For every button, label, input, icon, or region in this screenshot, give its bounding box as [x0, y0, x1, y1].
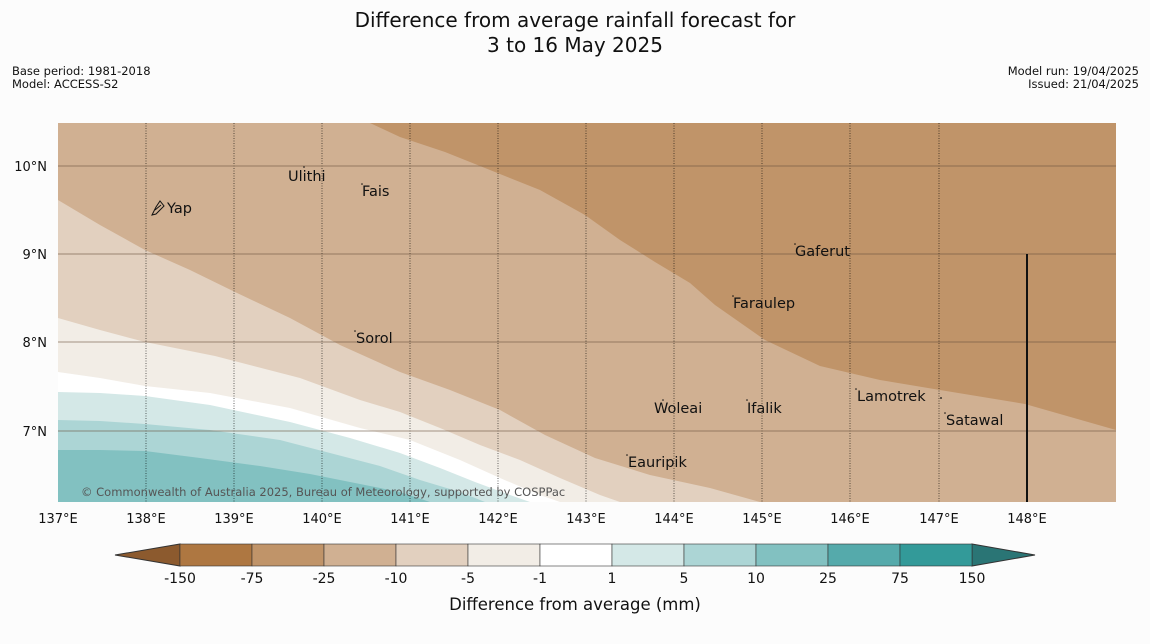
lat-label: 7°N: [23, 425, 48, 440]
colorbar: -150 -75 -25 -10 -5 -1 1 5 10 25 75 150 …: [114, 543, 1036, 614]
chart-title: Difference from average rainfall forecas…: [0, 8, 1150, 58]
latitude-labels: 10°N 9°N 8°N 7°N: [14, 160, 47, 440]
colorbar-low-arrow: [114, 543, 181, 567]
lon-label: 141°E: [390, 512, 430, 527]
colorbar-segment: [611, 543, 685, 567]
colorbar-tick: 75: [891, 571, 909, 587]
yap-island-icon: [151, 200, 165, 216]
colorbar-tick: 5: [680, 571, 689, 587]
lon-label: 137°E: [38, 512, 78, 527]
colorbar-segment: [827, 543, 901, 567]
place-label: Satawal: [946, 413, 1003, 429]
place-label: Ifalik: [747, 401, 782, 417]
longitude-labels: 137°E 138°E 139°E 140°E 141°E 142°E 143°…: [38, 512, 1047, 527]
place-label: Eauripik: [628, 455, 687, 471]
model-name: Model: ACCESS-S2: [12, 77, 119, 91]
place-label: Fais: [362, 184, 389, 200]
colorbar-tick: 10: [747, 571, 765, 587]
colorbar-tick: -5: [461, 571, 475, 587]
lon-label: 148°E: [1007, 512, 1047, 527]
colorbar-tick: -150: [164, 571, 196, 587]
place-label: Faraulep: [733, 296, 795, 312]
title-line-1: Difference from average rainfall forecas…: [354, 8, 796, 32]
colorbar-segment: [179, 543, 253, 567]
title-line-2: 3 to 16 May 2025: [487, 33, 663, 57]
lon-label: 147°E: [919, 512, 959, 527]
longitude-gridlines: [145, 123, 940, 502]
band-plus10-plus25: [58, 450, 430, 502]
colorbar-tick: -10: [385, 571, 408, 587]
place-label: Ulithi: [288, 169, 326, 185]
colorbar-segment: [395, 543, 469, 567]
colorbar-tick: 1: [608, 571, 617, 587]
latitude-gridlines: [58, 165, 1116, 432]
base-period: Base period: 1981-2018: [12, 64, 151, 78]
place-label: Yap: [166, 201, 192, 217]
place-label: Sorol: [356, 331, 393, 347]
run-info: Model run: 19/04/2025 Issued: 21/04/2025: [1008, 65, 1139, 91]
lon-label: 138°E: [126, 512, 166, 527]
lon-label: 146°E: [830, 512, 870, 527]
base-info: Base period: 1981-2018 Model: ACCESS-S2: [12, 65, 151, 91]
place-label: Lamotrek: [857, 389, 926, 405]
colorbar-segment: [467, 543, 541, 567]
colorbar-tick: -1: [533, 571, 547, 587]
copyright-notice: © Commonwealth of Australia 2025, Bureau…: [81, 485, 565, 499]
model-run: Model run: 19/04/2025: [1007, 64, 1139, 78]
place-labels: Ulithi Fais Yap Gaferut Faraulep Sorol L…: [166, 169, 1003, 471]
colorbar-ticks: -150 -75 -25 -10 -5 -1 1 5 10 25 75 150: [164, 571, 985, 587]
place-label: Woleai: [654, 401, 702, 417]
colorbar-segment: [899, 543, 973, 567]
colorbar-tick: 150: [959, 571, 986, 587]
colorbar-segment: [251, 543, 325, 567]
colorbar-segment: [755, 543, 829, 567]
band-minus75-minus25: [370, 123, 1116, 430]
place-label: Gaferut: [795, 244, 850, 260]
colorbar-tick: 25: [819, 571, 837, 587]
lat-label: 8°N: [23, 336, 48, 351]
colorbar-segment: [683, 543, 757, 567]
colorbar-high-arrow: [971, 543, 1036, 567]
lon-label: 140°E: [302, 512, 342, 527]
colorbar-tick: -25: [313, 571, 336, 587]
island-dot-markers: [303, 166, 946, 456]
lon-label: 143°E: [566, 512, 606, 527]
colorbar-segment: [323, 543, 397, 567]
lat-label: 10°N: [14, 160, 47, 175]
colorbar-label: Difference from average (mm): [449, 595, 701, 614]
lat-label: 9°N: [23, 248, 48, 263]
colorbar-tick: -75: [241, 571, 264, 587]
rainfall-map: Ulithi Fais Yap Gaferut Faraulep Sorol L…: [58, 123, 1116, 502]
lon-label: 142°E: [478, 512, 518, 527]
colorbar-segment: [539, 543, 613, 567]
lon-label: 144°E: [654, 512, 694, 527]
issued-date: Issued: 21/04/2025: [1028, 77, 1139, 91]
lon-label: 139°E: [214, 512, 254, 527]
lon-label: 145°E: [742, 512, 782, 527]
